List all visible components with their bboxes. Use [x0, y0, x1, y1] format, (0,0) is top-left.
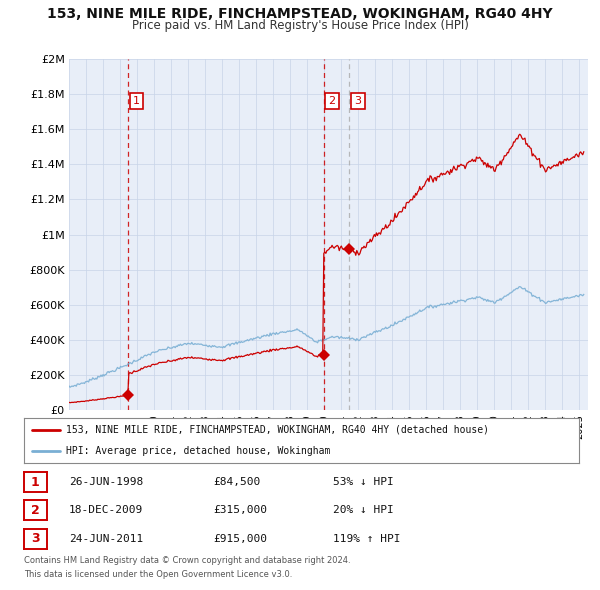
- Text: 3: 3: [31, 532, 40, 545]
- Text: 53% ↓ HPI: 53% ↓ HPI: [333, 477, 394, 487]
- Text: 119% ↑ HPI: 119% ↑ HPI: [333, 534, 401, 543]
- Text: 18-DEC-2009: 18-DEC-2009: [69, 506, 143, 515]
- Text: 2: 2: [31, 504, 40, 517]
- Text: £84,500: £84,500: [213, 477, 260, 487]
- Text: 1: 1: [133, 96, 140, 106]
- Text: 1: 1: [31, 476, 40, 489]
- Text: 20% ↓ HPI: 20% ↓ HPI: [333, 506, 394, 515]
- Text: 26-JUN-1998: 26-JUN-1998: [69, 477, 143, 487]
- Text: Price paid vs. HM Land Registry's House Price Index (HPI): Price paid vs. HM Land Registry's House …: [131, 19, 469, 32]
- Text: £915,000: £915,000: [213, 534, 267, 543]
- Text: 153, NINE MILE RIDE, FINCHAMPSTEAD, WOKINGHAM, RG40 4HY: 153, NINE MILE RIDE, FINCHAMPSTEAD, WOKI…: [47, 7, 553, 21]
- Text: Contains HM Land Registry data © Crown copyright and database right 2024.: Contains HM Land Registry data © Crown c…: [24, 556, 350, 565]
- Text: This data is licensed under the Open Government Licence v3.0.: This data is licensed under the Open Gov…: [24, 571, 292, 579]
- Text: £315,000: £315,000: [213, 506, 267, 515]
- Text: 153, NINE MILE RIDE, FINCHAMPSTEAD, WOKINGHAM, RG40 4HY (detached house): 153, NINE MILE RIDE, FINCHAMPSTEAD, WOKI…: [65, 425, 488, 435]
- Text: 24-JUN-2011: 24-JUN-2011: [69, 534, 143, 543]
- Text: 2: 2: [329, 96, 335, 106]
- Text: HPI: Average price, detached house, Wokingham: HPI: Average price, detached house, Woki…: [65, 446, 330, 456]
- Text: 3: 3: [355, 96, 361, 106]
